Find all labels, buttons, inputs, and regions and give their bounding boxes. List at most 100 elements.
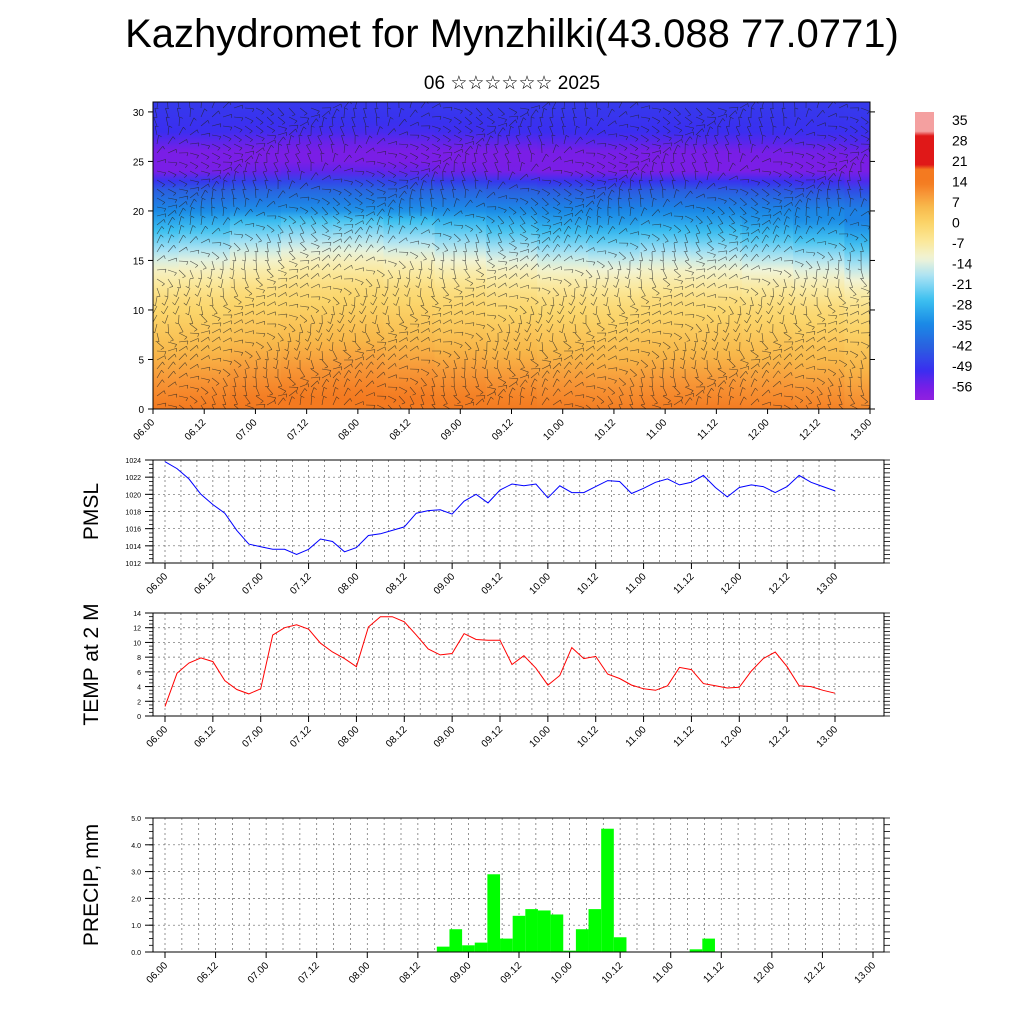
wind-barb bbox=[376, 188, 386, 193]
wind-barb-flag bbox=[493, 388, 497, 393]
wind-barb bbox=[618, 328, 628, 334]
wind-barb bbox=[482, 153, 488, 163]
wind-barb bbox=[750, 206, 759, 213]
wind-barb bbox=[341, 135, 345, 145]
wind-barb bbox=[332, 396, 337, 406]
wind-barb-flag bbox=[725, 250, 728, 255]
wind-barb bbox=[816, 345, 825, 352]
wind-barb-flag bbox=[788, 175, 793, 179]
wind-barb-flag bbox=[224, 304, 228, 306]
wind-barb-flag bbox=[415, 146, 419, 151]
wind-barb-flag bbox=[790, 138, 793, 142]
wind-barb-flag bbox=[604, 376, 607, 381]
wind-barb bbox=[662, 301, 672, 307]
colorbar-label: 21 bbox=[952, 153, 968, 169]
wind-barb bbox=[651, 260, 653, 270]
wind-barb-flag bbox=[769, 331, 773, 334]
wind-barb-flag bbox=[165, 331, 169, 334]
wind-barb-flag bbox=[602, 285, 606, 288]
wind-barb bbox=[728, 396, 732, 406]
wind-barb bbox=[695, 274, 705, 280]
wind-barb-flag bbox=[803, 277, 808, 280]
wind-barb-flag bbox=[488, 179, 493, 183]
wind-barb bbox=[210, 198, 213, 208]
wind-barb bbox=[475, 292, 485, 298]
wind-barb bbox=[695, 242, 701, 252]
wind-barb bbox=[497, 215, 505, 223]
colorbar-label: -14 bbox=[952, 256, 972, 272]
wind-barb bbox=[244, 359, 250, 369]
wind-barb bbox=[783, 151, 793, 154]
y-tick-label: 5 bbox=[138, 355, 144, 366]
wind-barb bbox=[233, 350, 243, 353]
wind-barb bbox=[860, 242, 864, 252]
x-tick-label: 07.12 bbox=[288, 571, 314, 597]
wind-barb bbox=[244, 303, 254, 307]
wind-barb bbox=[178, 340, 188, 343]
wind-barb-flag bbox=[383, 245, 386, 250]
wind-barb-flag bbox=[722, 310, 726, 314]
wind-barb-flag bbox=[855, 354, 859, 358]
wind-barb bbox=[231, 189, 235, 199]
temperature-column bbox=[639, 102, 692, 409]
wind-barb-flag bbox=[273, 358, 277, 361]
wind-barb bbox=[596, 108, 599, 118]
precip-bar bbox=[500, 938, 513, 952]
wind-barb-flag bbox=[691, 127, 695, 132]
wind-barb bbox=[794, 188, 805, 190]
wind-barb-flag bbox=[196, 181, 200, 186]
wind-barb-flag bbox=[747, 238, 749, 242]
wind-barb bbox=[563, 234, 568, 244]
wind-barb-flag bbox=[787, 126, 791, 130]
wind-barb bbox=[310, 224, 317, 233]
wind-barb bbox=[618, 296, 621, 306]
wind-barb-flag bbox=[581, 353, 584, 358]
wind-barb bbox=[563, 146, 571, 154]
wind-barb bbox=[849, 350, 859, 356]
wind-barb-flag bbox=[252, 376, 256, 379]
temperature-column bbox=[281, 102, 334, 409]
wind-barb bbox=[607, 386, 616, 394]
wind-barb-flag bbox=[306, 357, 310, 361]
wind-barb-flag bbox=[699, 383, 704, 386]
wind-barb-flag bbox=[810, 190, 814, 194]
wind-barb bbox=[395, 296, 400, 306]
wind-barb bbox=[233, 143, 243, 149]
wind-barb bbox=[497, 260, 507, 263]
wind-barb bbox=[704, 162, 708, 172]
wind-barb bbox=[772, 170, 782, 175]
wind-barb bbox=[387, 314, 390, 324]
wind-barb bbox=[750, 296, 754, 306]
wind-barb bbox=[838, 395, 843, 405]
wind-barb bbox=[640, 296, 649, 302]
wind-barb bbox=[530, 350, 534, 360]
wind-barb bbox=[805, 170, 815, 175]
x-tick-label: 06.00 bbox=[145, 724, 171, 750]
wind-barb-flag bbox=[494, 130, 496, 134]
wind-barb bbox=[383, 296, 389, 306]
wind-barb bbox=[221, 189, 224, 199]
wind-barb-flag bbox=[807, 413, 810, 414]
wind-barb bbox=[552, 156, 561, 163]
wind-barb-flag bbox=[593, 262, 596, 266]
wind-barb bbox=[596, 179, 606, 182]
wind-barb bbox=[299, 121, 308, 127]
wind-barb bbox=[618, 169, 628, 172]
wind-barb bbox=[596, 102, 598, 109]
wind-barb-flag bbox=[829, 259, 834, 261]
wind-barb-flag bbox=[829, 179, 834, 183]
wind-barb bbox=[530, 274, 540, 280]
wind-barb-flag bbox=[402, 266, 406, 270]
wind-barb bbox=[200, 366, 210, 370]
wind-barb-flag bbox=[719, 232, 724, 234]
wind-barb bbox=[640, 105, 650, 109]
wind-barb-flag bbox=[799, 400, 803, 404]
wind-barb-flag bbox=[230, 328, 232, 332]
wind-barb-flag bbox=[857, 376, 862, 379]
wind-barb-flag bbox=[590, 175, 594, 179]
wind-barb bbox=[519, 379, 526, 388]
wind-barb bbox=[684, 283, 694, 289]
wind-barb-flag bbox=[647, 118, 651, 122]
wind-barb bbox=[299, 196, 309, 199]
wind-barb-flag bbox=[657, 155, 660, 159]
